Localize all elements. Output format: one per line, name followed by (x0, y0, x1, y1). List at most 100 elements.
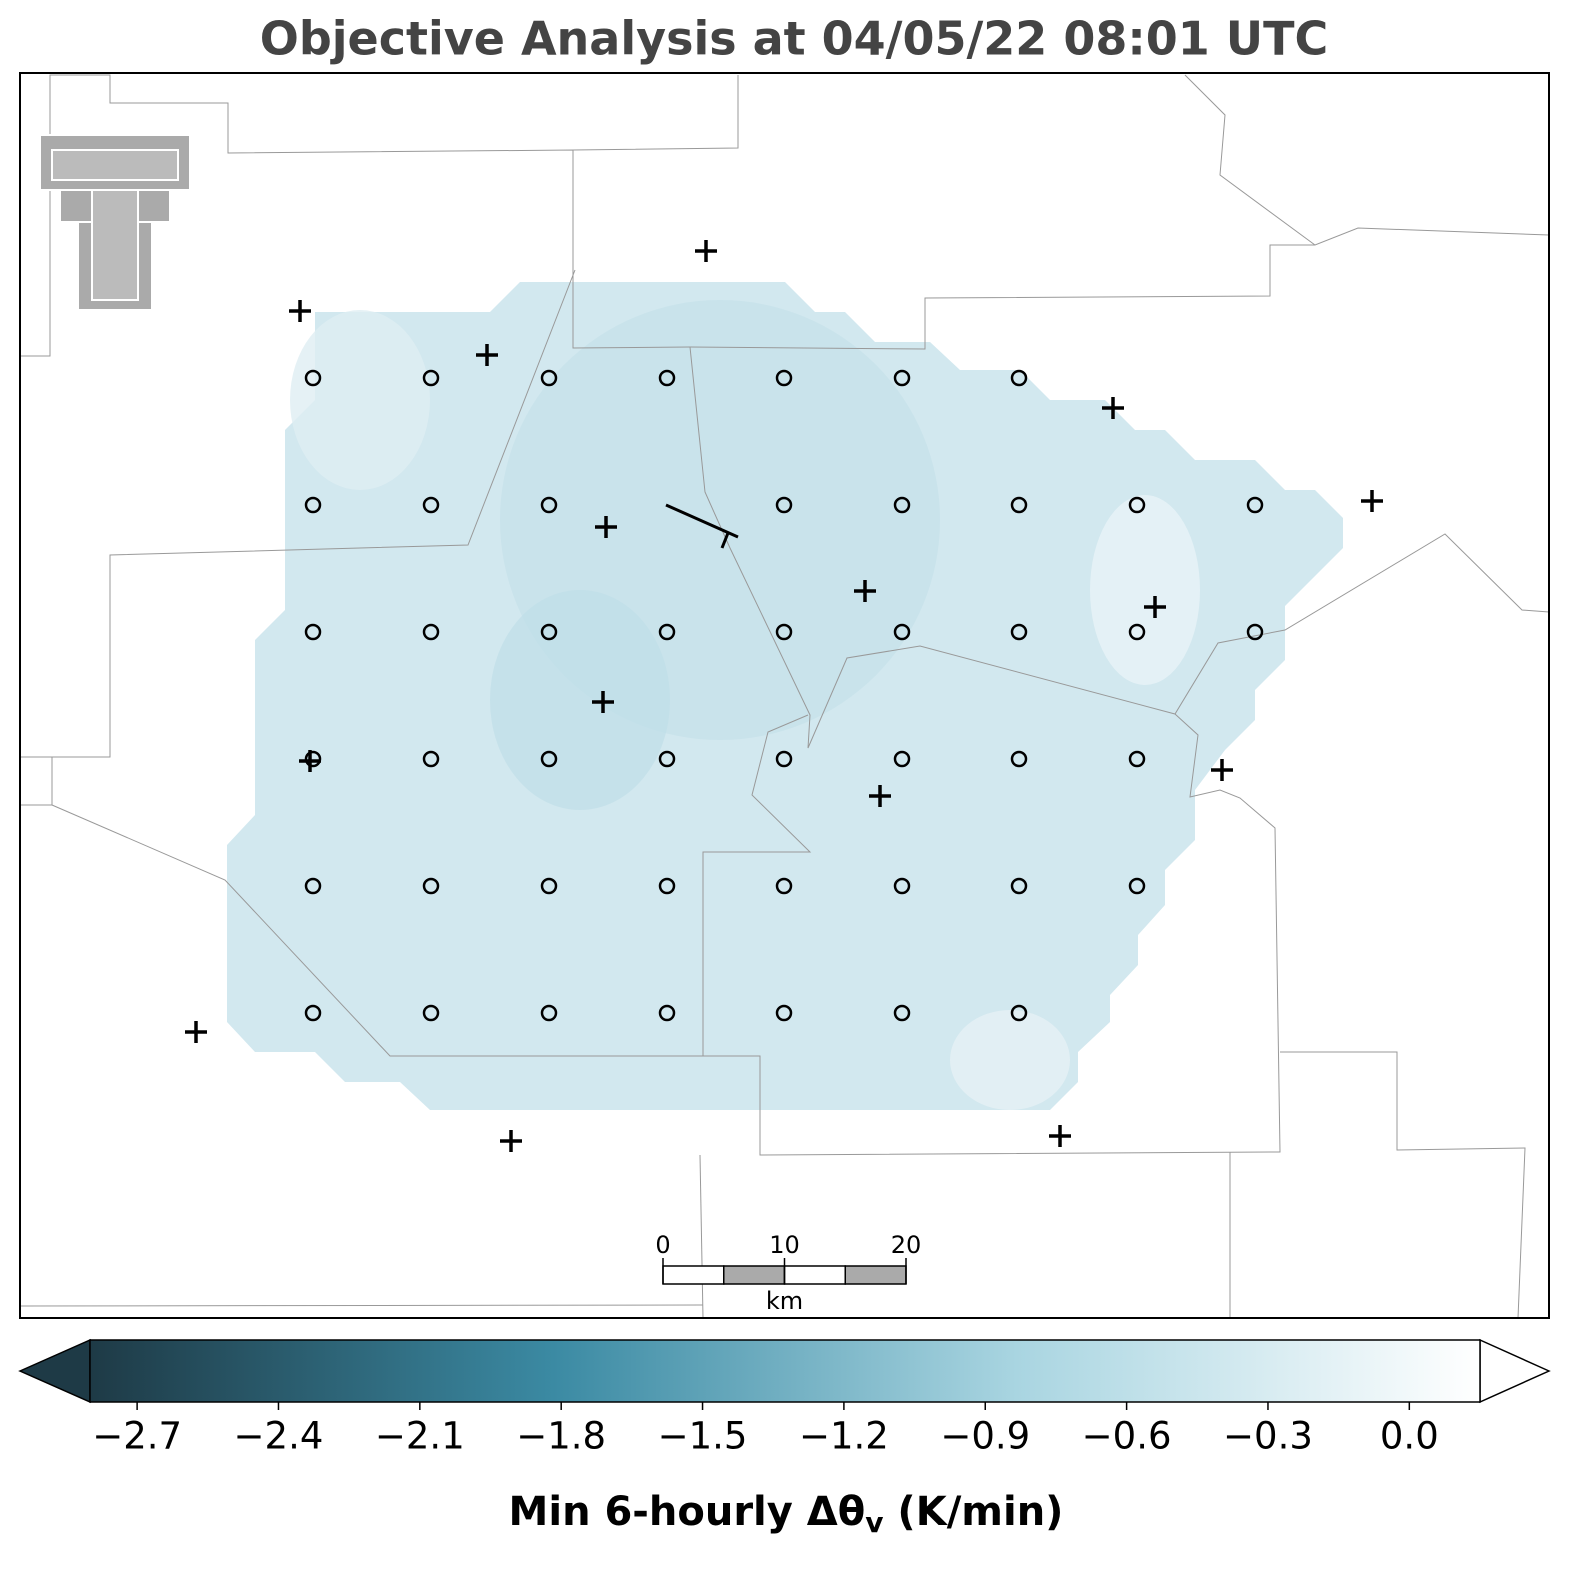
station (592, 691, 614, 713)
grid-point (304, 877, 322, 895)
field-shade (490, 590, 670, 810)
grid-point (1128, 877, 1146, 895)
grid-point (1010, 877, 1028, 895)
grid-point (775, 750, 793, 768)
field-shade (950, 1010, 1070, 1110)
colorbar-tick-label: −0.3 (1223, 1415, 1313, 1458)
title: Objective Analysis at 04/05/22 08:01 UTC (260, 12, 1329, 66)
grid-point (1246, 623, 1264, 641)
colorbar-extend-high (1479, 1338, 1551, 1404)
station (1102, 397, 1124, 419)
grid-point (893, 369, 911, 387)
grid-point (540, 750, 558, 768)
scale-segment (844, 1265, 907, 1285)
grid-point (775, 623, 793, 641)
field-shade (290, 310, 430, 490)
station (500, 1130, 522, 1152)
grid-point (775, 369, 793, 387)
colorbar-tick-label: −0.6 (1082, 1415, 1172, 1458)
grid-point (775, 496, 793, 514)
map (20, 74, 1549, 1318)
station (185, 1021, 207, 1043)
station (1049, 1125, 1071, 1147)
grid-point (422, 369, 440, 387)
grid-point (304, 1004, 322, 1022)
grid-point (1128, 496, 1146, 514)
grid-point (1010, 1004, 1028, 1022)
scale-bar: 0 10 20 km (655, 1231, 921, 1315)
grid-point (1128, 623, 1146, 641)
grid-point (304, 623, 322, 641)
grid-point (1010, 369, 1028, 387)
colorbar-tick-label: −2.1 (375, 1415, 465, 1458)
colorbar-tick-label: −1.2 (799, 1415, 889, 1458)
station (869, 785, 891, 807)
colorbar-label-sub: v (865, 1506, 883, 1539)
colorbar-tick-label: −2.4 (234, 1415, 324, 1458)
station (299, 750, 321, 772)
grid-point (1010, 623, 1028, 641)
grid-point (304, 369, 322, 387)
grid-point (893, 877, 911, 895)
grid-point (1010, 496, 1028, 514)
grid-point (540, 496, 558, 514)
grid-point (1010, 750, 1028, 768)
grid-point (893, 1004, 911, 1022)
grid-point (893, 750, 911, 768)
colorbar-label: Min 6-hourly Δθv (K/min) (509, 1489, 1064, 1539)
observations (185, 240, 1383, 1152)
scale-tick-label: 20 (891, 1231, 922, 1259)
scale-unit: km (766, 1287, 803, 1315)
colorbar-body (89, 1339, 1481, 1403)
logo (39, 134, 191, 311)
grid-point (658, 623, 676, 641)
grid-point (304, 496, 322, 514)
station (476, 344, 498, 366)
colorbar-tick-label: −2.7 (92, 1415, 182, 1458)
grid-point (658, 750, 676, 768)
station (1211, 759, 1233, 781)
scale-segment (783, 1265, 846, 1285)
grid-point (775, 877, 793, 895)
station (289, 300, 311, 322)
grid-point (422, 1004, 440, 1022)
colorbar-tick-label: −0.9 (940, 1415, 1030, 1458)
grid-point (422, 496, 440, 514)
grid-point (1246, 496, 1264, 514)
grid-point (540, 1004, 558, 1022)
grid-point (893, 623, 911, 641)
colorbar-tick-label: 0.0 (1380, 1415, 1439, 1458)
county-lines (20, 74, 1549, 1318)
grid-point (422, 750, 440, 768)
grid-point (422, 623, 440, 641)
station (1144, 596, 1166, 618)
colorbar-label-end: (K/min) (883, 1489, 1063, 1535)
grid-point (1128, 750, 1146, 768)
colorbar-extend-low (18, 1338, 91, 1404)
wind-barb (665, 503, 739, 549)
colorbar-tick-label: −1.5 (658, 1415, 748, 1458)
station (854, 580, 876, 602)
grid-point (658, 369, 676, 387)
grid-point (893, 496, 911, 514)
colorbar-tick-label: −1.8 (516, 1415, 606, 1458)
colorbar-label-main: Min 6-hourly Δθ (509, 1489, 866, 1535)
scale-segment (723, 1265, 786, 1285)
station (595, 516, 617, 538)
grid-point (304, 750, 322, 768)
map-frame (19, 72, 1550, 1319)
station (695, 240, 717, 262)
scale-segment (662, 1265, 725, 1285)
grid-point (540, 369, 558, 387)
grid-point (658, 1004, 676, 1022)
grid-point (658, 877, 676, 895)
scale-tick-label: 0 (655, 1231, 670, 1259)
colorbar: −2.7 −2.4 −2.1 −1.8 −1.5 −1.2 −0.9 −0.6 −0.3 0.0 (18, 1338, 1551, 1458)
grid-point (540, 877, 558, 895)
grid-point (540, 623, 558, 641)
field-shade (1090, 495, 1200, 685)
scale-tick-label: 10 (769, 1231, 800, 1259)
grid-point (422, 877, 440, 895)
